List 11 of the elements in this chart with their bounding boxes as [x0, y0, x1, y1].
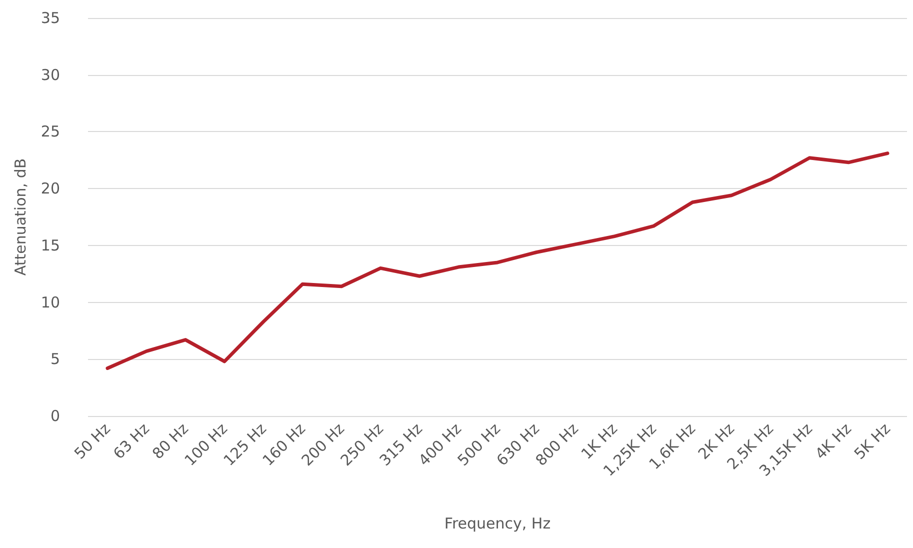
- y-axis-title: Attenuation, dB: [12, 158, 30, 276]
- y-tick-label: 25: [40, 122, 60, 141]
- x-axis-title: Frequency, Hz: [444, 514, 551, 532]
- y-tick-label: 10: [40, 293, 60, 312]
- y-tick-label: 15: [40, 236, 60, 254]
- y-tick-label: 35: [40, 9, 60, 27]
- y-tick-label: 30: [40, 66, 60, 84]
- y-tick-label: 0: [50, 407, 60, 425]
- line-series: [106, 152, 890, 370]
- y-tick-label: 20: [40, 180, 60, 198]
- y-tick-label: 5: [50, 350, 60, 368]
